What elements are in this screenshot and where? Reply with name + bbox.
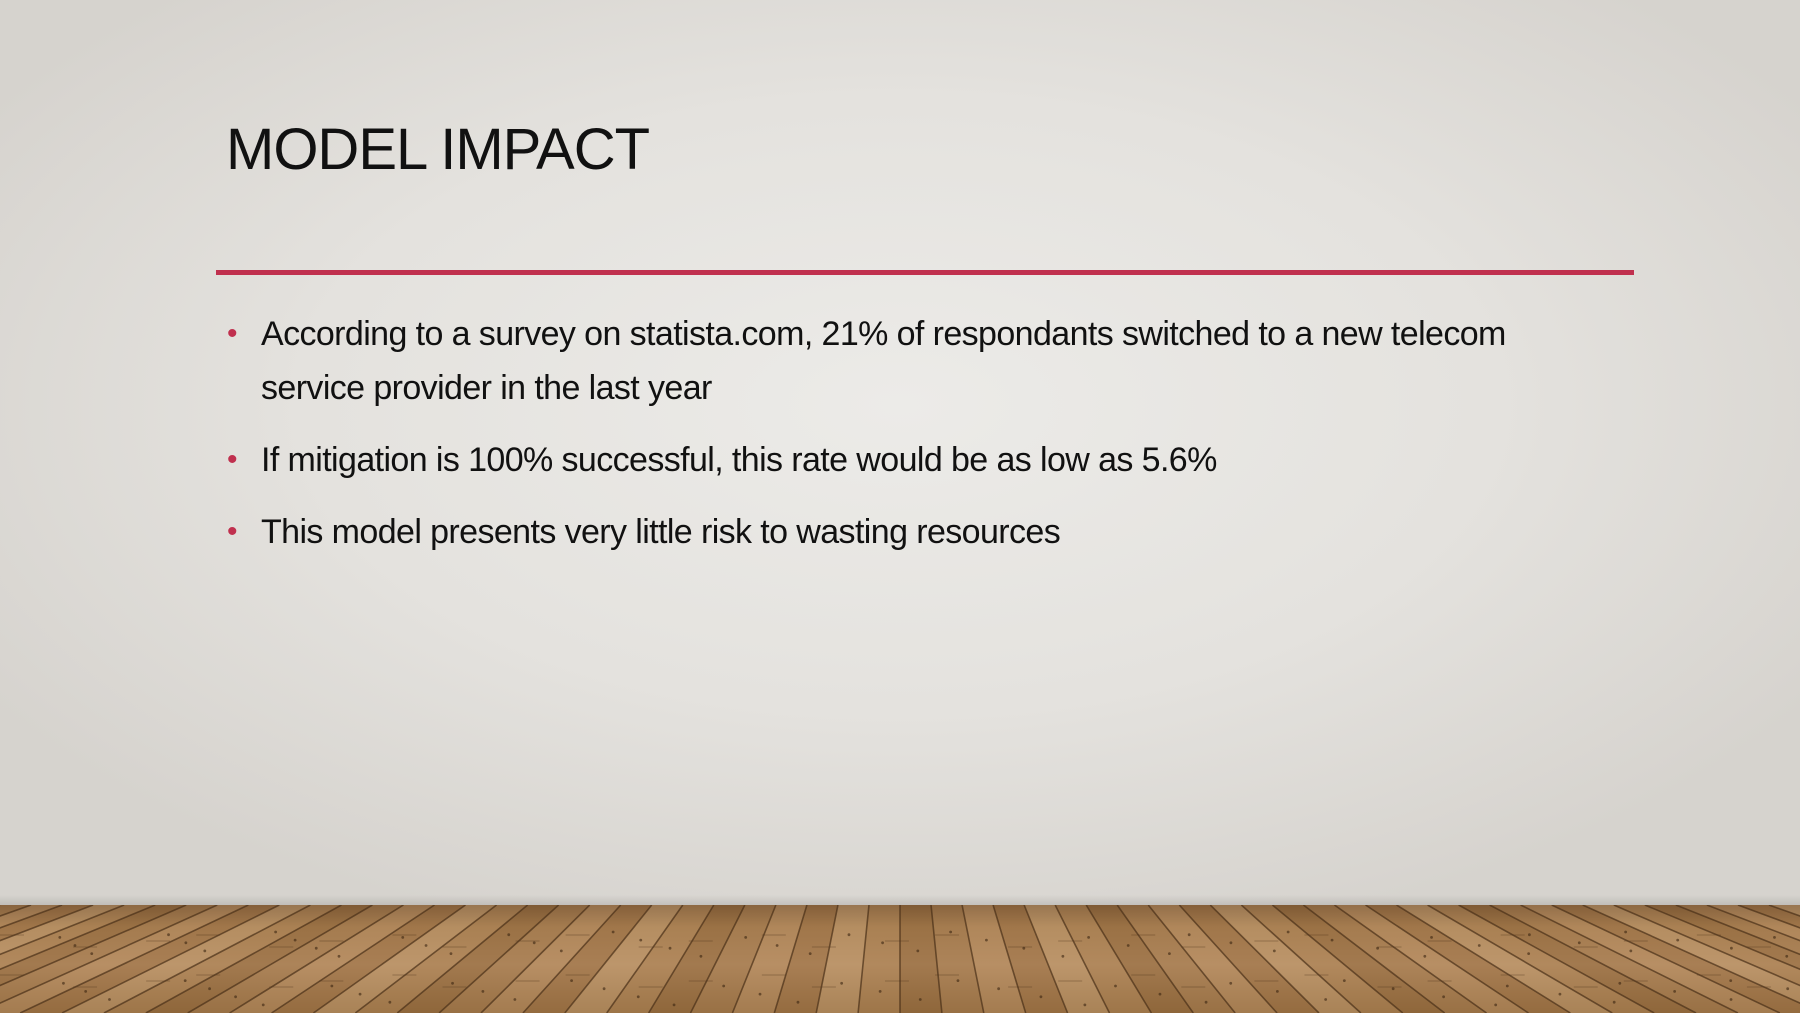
slide-title: MODEL IMPACT xyxy=(226,117,650,182)
bullet-marker-icon: • xyxy=(227,317,238,350)
wood-planks xyxy=(0,905,1800,1013)
bullet-item: • According to a survey on statista.com,… xyxy=(226,307,1606,415)
bullet-item: • If mitigation is 100% successful, this… xyxy=(226,433,1606,487)
bullet-text: According to a survey on statista.com, 2… xyxy=(261,315,1506,407)
bullet-text: This model presents very little risk to … xyxy=(261,513,1061,551)
bullet-item: • This model presents very little risk t… xyxy=(226,505,1606,559)
bullet-marker-icon: • xyxy=(227,515,238,548)
wood-floor-image xyxy=(0,905,1800,1013)
bullet-list: • According to a survey on statista.com,… xyxy=(226,307,1606,577)
accent-divider xyxy=(216,270,1634,275)
wall-floor-shadow xyxy=(0,895,1800,907)
bullet-marker-icon: • xyxy=(227,443,238,476)
bullet-text: If mitigation is 100% successful, this r… xyxy=(261,441,1217,479)
